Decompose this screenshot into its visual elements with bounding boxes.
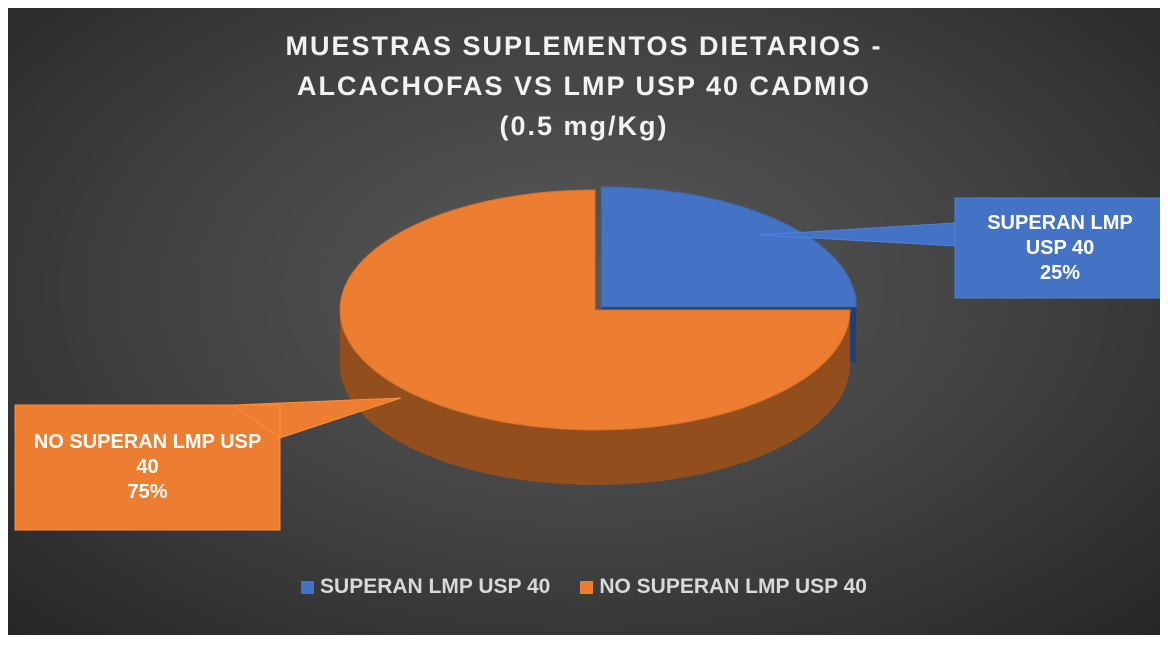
slice xyxy=(600,186,857,308)
legend-item: SUPERAN LMP USP 40 xyxy=(301,575,550,599)
data-label-value: 25% xyxy=(1039,261,1081,284)
data-label-value: 75% xyxy=(127,481,168,503)
data-label: SUPERAN LMP USP 40 25% xyxy=(955,198,1160,298)
legend: SUPERAN LMP USP 40 NO SUPERAN LMP USP 40 xyxy=(8,575,1160,599)
callout-box xyxy=(759,197,1160,299)
chart-title: MUESTRAS SUPLEMENTOS DIETARIOS - xyxy=(285,31,882,61)
legend-swatch xyxy=(301,580,315,594)
chart-title: (0.5 mg/Kg) xyxy=(499,111,668,141)
slice xyxy=(339,189,851,431)
data-label-category: NO SUPERAN LMP USP 40 xyxy=(33,431,262,478)
legend-label: SUPERAN LMP USP 40 xyxy=(320,575,551,598)
slice-wall xyxy=(340,310,850,485)
data-label: NO SUPERAN LMP USP 40 75% xyxy=(15,405,280,530)
legend-swatch xyxy=(580,580,594,594)
chart-canvas: MUESTRAS SUPLEMENTOS DIETARIOS - ALCACHOF… xyxy=(14,31,1160,531)
legend-label: NO SUPERAN LMP USP 40 xyxy=(599,575,867,598)
data-label-category: SUPERAN LMP USP 40 xyxy=(987,211,1133,259)
chart: MUESTRAS SUPLEMENTOS DIETARIOS - ALCACHOF… xyxy=(8,8,1160,635)
chart-title: ALCACHOFAS VS LMP USP 40 CADMIO xyxy=(297,71,871,101)
callout-box xyxy=(14,397,402,531)
legend-item: NO SUPERAN LMP USP 40 xyxy=(580,575,867,599)
